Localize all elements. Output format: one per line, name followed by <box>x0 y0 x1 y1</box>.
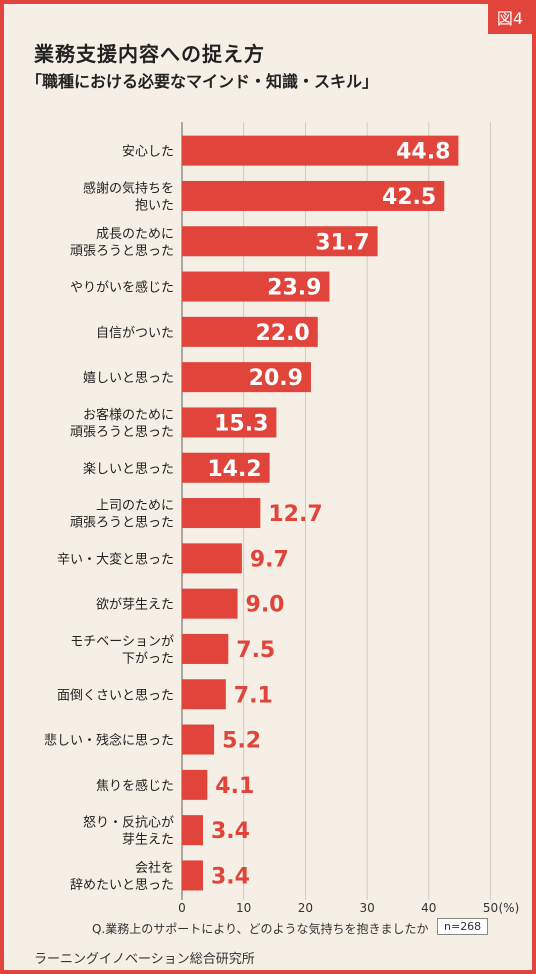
category-label: 感謝の気持ちを抱いた <box>83 180 174 213</box>
category-label: 怒り・反抗心が芽生えた <box>83 816 174 848</box>
bar <box>182 135 459 166</box>
source-credit: ラーニングイノベーション総合研究所 <box>34 952 255 967</box>
data-label: 3.4 <box>211 864 250 889</box>
bar <box>182 498 261 529</box>
bar <box>182 407 277 438</box>
data-label: 7.5 <box>236 638 275 663</box>
bar <box>182 815 203 846</box>
bar <box>182 769 208 800</box>
bar <box>182 226 378 257</box>
x-tick-label: 40 <box>421 901 436 915</box>
bar <box>182 633 229 664</box>
category-label: やりがいを感じた <box>70 280 174 296</box>
data-label: 9.7 <box>250 547 289 572</box>
category-label: お客様のために頑張ろうと思った <box>70 407 174 440</box>
data-label: 7.1 <box>234 683 273 708</box>
bar <box>182 452 270 483</box>
data-label: 9.0 <box>246 593 285 618</box>
category-label: 面倒くさいと思った <box>57 688 174 703</box>
sample-size: n=268 <box>437 918 489 935</box>
data-label: 23.9 <box>267 276 321 301</box>
chart-title: 業務支援内容への捉え方 <box>34 42 265 66</box>
category-label: 自信がついた <box>96 326 174 341</box>
survey-question: Q.業務上のサポートにより、どのような気持ちを抱きましたか <box>92 922 429 936</box>
category-label: 上司のために頑張ろうと思った <box>70 499 174 531</box>
category-label: 成長のために頑張ろうと思った <box>70 227 174 259</box>
x-tick-label: 0 <box>178 901 186 915</box>
x-tick-label: 20 <box>298 901 313 915</box>
bar-chart: 0 10 20 30 40 50 (%) 44.8 安心した 42.5 感謝の気持ちを抱いた 31.7… <box>44 122 520 915</box>
data-label: 31.7 <box>315 230 369 255</box>
x-unit-label: (%) <box>499 901 520 915</box>
category-label: 辛い・大変と思った <box>57 551 174 567</box>
data-label: 42.5 <box>382 185 436 210</box>
x-tick-label: 50 <box>483 901 498 915</box>
bar <box>182 316 318 347</box>
category-label: 悲しい・残念に思った <box>44 733 174 749</box>
bar <box>182 543 242 574</box>
category-label: 焦りを感じた <box>96 778 174 794</box>
category-label: 会社を辞めたいと思った <box>70 860 174 893</box>
figure-badge: 図4 <box>488 4 532 34</box>
category-label: 欲が芽生えた <box>96 597 174 613</box>
category-label: モチベーションが下がった <box>70 634 174 666</box>
x-tick-label: 30 <box>359 901 374 915</box>
data-label: 20.9 <box>249 366 303 391</box>
bar <box>182 271 330 302</box>
bar <box>182 679 226 710</box>
category-label: 嬉しいと思った <box>83 371 174 386</box>
data-label: 22.0 <box>255 321 309 346</box>
data-label: 5.2 <box>222 729 261 754</box>
data-label: 15.3 <box>214 411 268 436</box>
bar <box>182 362 311 393</box>
data-label: 44.8 <box>396 140 450 165</box>
bar <box>182 724 215 755</box>
category-label: 安心した <box>122 145 174 160</box>
category-label: 楽しいと思った <box>83 461 174 477</box>
bar <box>182 180 445 211</box>
bar <box>182 860 203 891</box>
data-label: 3.4 <box>211 819 250 844</box>
data-label: 12.7 <box>268 502 322 527</box>
data-label: 4.1 <box>215 774 254 799</box>
bar <box>182 588 238 619</box>
chart-subtitle: 「職種における必要なマインド・知識・スキル」 <box>26 72 379 91</box>
x-tick-label: 10 <box>236 901 251 915</box>
data-label: 14.2 <box>207 457 261 482</box>
